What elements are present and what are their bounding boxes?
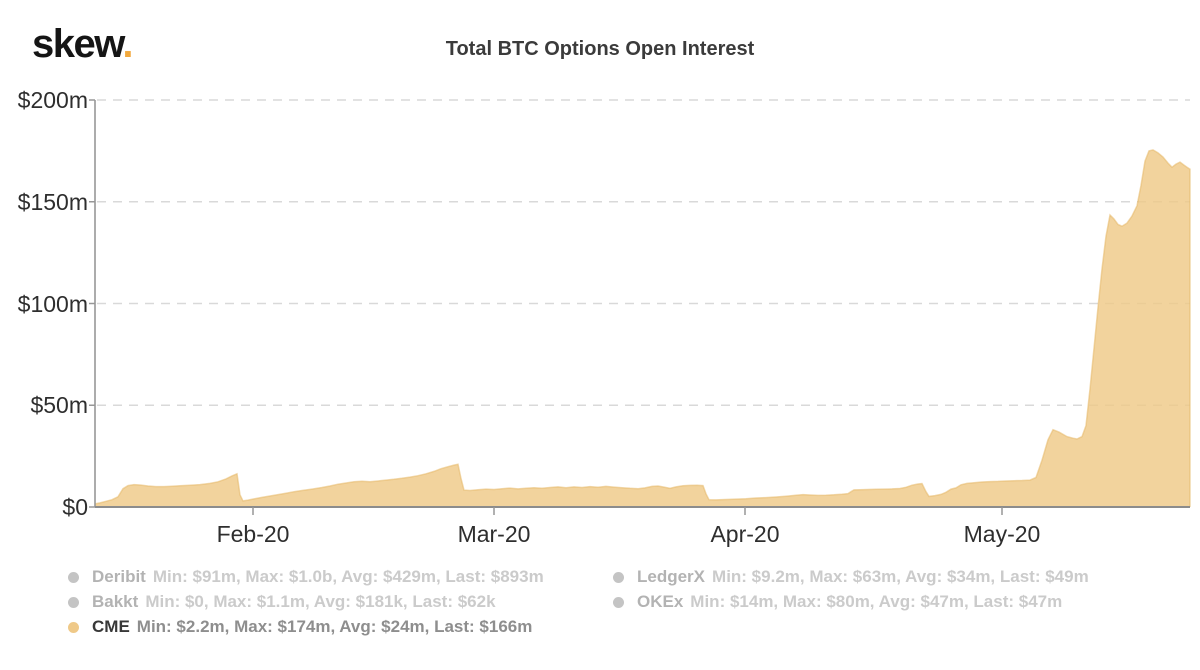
skew-logo-dot: . bbox=[122, 22, 133, 66]
legend-item-ledgerx[interactable]: LedgerX Min: $9.2m, Max: $63m, Avg: $34m,… bbox=[613, 565, 1089, 589]
y-axis-label: $0 bbox=[62, 494, 88, 520]
chart-title: Total BTC Options Open Interest bbox=[445, 38, 755, 60]
legend-series-stats: Min: $2.2m, Max: $174m, Avg: $24m, Last:… bbox=[136, 617, 533, 636]
y-axis-label: $50m bbox=[30, 392, 88, 419]
legend-dot-icon bbox=[68, 621, 79, 633]
cme-area-series[interactable] bbox=[95, 149, 1190, 507]
x-axis-label: Apr-20 bbox=[710, 521, 780, 547]
legend-series-name: Bakkt bbox=[92, 592, 139, 611]
legend-series-name: CME bbox=[92, 617, 130, 636]
legend-dot-icon bbox=[68, 571, 79, 583]
legend-item-bakkt[interactable]: Bakkt Min: $0, Max: $1.1m, Avg: $181k, La… bbox=[68, 590, 496, 614]
cme-area-outline bbox=[94, 149, 1191, 507]
x-axis-label: Feb-20 bbox=[216, 521, 290, 547]
legend-series-stats: Min: $0, Max: $1.1m, Avg: $181k, Last: $… bbox=[145, 592, 496, 611]
legend-series-stats: Min: $14m, Max: $80m, Avg: $47m, Last: $… bbox=[690, 592, 1063, 611]
x-axis-label: May-20 bbox=[963, 521, 1041, 547]
y-axis-label: $200m bbox=[17, 87, 88, 113]
legend-series-stats: Min: $9.2m, Max: $63m, Avg: $34m, Last: … bbox=[712, 567, 1089, 586]
legend-item-okex[interactable]: OKEx Min: $14m, Max: $80m, Avg: $47m, Las… bbox=[613, 590, 1062, 614]
skew-logo-text: skew bbox=[32, 22, 124, 66]
skew-logo: skew. bbox=[32, 22, 133, 67]
legend-dot-icon bbox=[68, 596, 79, 608]
legend-dot-icon bbox=[613, 596, 624, 608]
legend-series-stats: Min: $91m, Max: $1.0b, Avg: $429m, Last:… bbox=[152, 567, 544, 586]
legend-series-name: OKEx bbox=[637, 592, 684, 611]
legend-series-name: Deribit bbox=[92, 567, 146, 586]
y-axis-label: $100m bbox=[17, 290, 88, 317]
legend-series-name: LedgerX bbox=[637, 567, 706, 586]
legend-dot-icon bbox=[613, 571, 624, 583]
legend-item-deribit[interactable]: Deribit Min: $91m, Max: $1.0b, Avg: $429m… bbox=[68, 565, 544, 589]
y-axis-label: $150m bbox=[17, 188, 88, 215]
x-axis-label: Mar-20 bbox=[457, 521, 531, 547]
legend-item-cme[interactable]: CME Min: $2.2m, Max: $174m, Avg: $24m, La… bbox=[68, 615, 532, 639]
